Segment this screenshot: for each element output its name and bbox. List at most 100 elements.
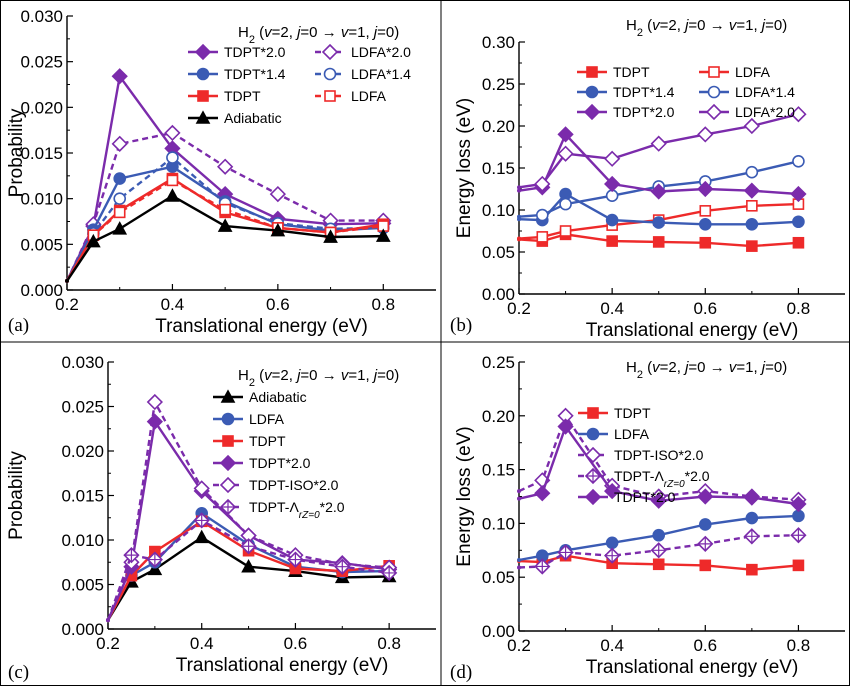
series-tdpt-rz-0-2-0 [517, 527, 807, 575]
legend-marker [323, 67, 337, 81]
legend-label: TDPT*1.4 [224, 66, 286, 82]
data-point [194, 529, 210, 544]
y-tick-label: 0.25 [482, 353, 515, 372]
data-point [219, 203, 231, 216]
x-tick-label: 0.8 [371, 295, 395, 314]
data-point [193, 480, 210, 497]
y-axis-label: Probability [6, 108, 27, 197]
legend-marker [585, 85, 599, 99]
y-tick-label: 0.010 [20, 190, 63, 209]
legend-label: TDPT*2.0 [613, 104, 675, 120]
data-point [557, 418, 574, 435]
series-line [65, 156, 384, 282]
panel-title: H2 (v=2, j=0 → v=1, j=0) [626, 17, 787, 39]
legend: TDPT*2.0 LDFA*2.0 TDPT*1.4 LDFA*1.4 TDPT LDFA… [188, 43, 411, 126]
series-line [518, 413, 799, 501]
series-line [65, 73, 384, 282]
x-tick-label: 0.4 [600, 636, 624, 655]
series-tdpt-2-0 [517, 418, 807, 513]
data-point [604, 175, 621, 193]
x-tick-label: 0.2 [507, 636, 531, 655]
x-axis-label: Translational energy (eV) [155, 316, 368, 337]
legend-marker [219, 454, 237, 472]
y-tick-label: 0.000 [20, 281, 63, 300]
legend-label: TDPT [224, 88, 261, 104]
data-point [559, 197, 572, 211]
legend-marker [708, 66, 720, 78]
legend-marker [221, 412, 235, 426]
legend: TDPT LDFA TDPT-ISO*2.0 TDPT-ΛrZ=0*2.0TDPT*2… [578, 405, 710, 506]
legend-marker [586, 66, 598, 78]
series-tdpt-rz-0-2-0 [106, 512, 398, 623]
y-axis-label: Probability [6, 451, 27, 540]
legend-label: TDPT-ISO*2.0 [614, 447, 704, 463]
data-point [699, 205, 712, 217]
legend-label: TDPT*2.0 [614, 489, 676, 505]
x-tick-label: 0.8 [377, 634, 401, 653]
data-point [605, 536, 619, 550]
data-point [745, 217, 759, 231]
legend-marker [584, 488, 602, 506]
data-point [743, 489, 760, 506]
legend-marker-cross [221, 500, 235, 514]
x-axis-label: Translational energy (eV) [176, 655, 389, 676]
y-tick-label: 0.030 [20, 7, 63, 26]
data-point [697, 126, 714, 143]
x-tick-label: 0.6 [266, 295, 290, 314]
x-tick-label: 0.4 [161, 295, 185, 314]
chart-panel-4: 0.00 0.05 0.10 0.15 0.20 0.25 0.2 0.4 0.6 0.8 Tran… [450, 353, 845, 683]
chart-panel-2: 0.00 0.05 0.10 0.15 0.20 0.25 0.30 0.2 0.4 0.6 0.8… [450, 17, 845, 341]
data-point [652, 558, 665, 571]
y-tick-label: 0.10 [482, 201, 515, 220]
data-point [604, 150, 621, 167]
data-point-cross [744, 529, 759, 544]
legend-label: Adiabatic [224, 110, 282, 126]
legend-label: TDPT [249, 433, 286, 449]
legend-label: TDPT*1.4 [613, 84, 675, 100]
data-point-cross [535, 559, 550, 574]
data-point [743, 182, 760, 199]
data-point [86, 233, 101, 248]
y-tick-label: 0.20 [482, 407, 515, 426]
legend-marker [195, 110, 211, 124]
y-tick-label: 0.025 [61, 398, 104, 417]
panel-title: H2 (v=2, j=0 → v=1, j=0) [238, 367, 399, 389]
data-point [650, 135, 667, 152]
data-point-cross [382, 565, 397, 580]
data-point-cross [651, 543, 666, 558]
data-point [146, 413, 163, 430]
legend-label: TDPT-ΛrZ=0*2.0 [249, 499, 345, 521]
y-tick-label: 0.030 [61, 353, 104, 372]
y-axis-label: Energy loss (eV) [454, 98, 475, 238]
panel-title: H2 (v=2, j=0 → v=1, j=0) [626, 359, 787, 381]
data-point [517, 214, 521, 219]
legend-marker [707, 85, 721, 99]
y-tick-label: 0.010 [61, 531, 104, 550]
data-point [111, 135, 128, 152]
data-point [699, 236, 712, 249]
data-point [517, 188, 521, 193]
data-point [517, 185, 521, 190]
legend-marker [196, 67, 210, 81]
panel-title: H2 (v=2, j=0 → v=1, j=0) [238, 24, 399, 46]
y-tick-label: 0.00 [482, 622, 515, 641]
legend-marker [586, 427, 600, 441]
data-point [269, 185, 286, 203]
legend-label: LDFA*2.0 [351, 44, 411, 60]
y-tick-label: 0.15 [482, 159, 515, 178]
data-point [165, 188, 180, 202]
y-tick-label: 0.005 [20, 235, 63, 254]
data-point [652, 216, 666, 229]
data-point [535, 208, 549, 222]
y-tick-label: 0.000 [61, 620, 104, 639]
data-point [650, 492, 667, 509]
x-tick-label: 0.6 [693, 299, 717, 318]
data-point [113, 192, 127, 205]
data-point [217, 158, 234, 175]
legend-marker [321, 43, 339, 61]
series-line [106, 418, 390, 621]
legend-label: TDPT*2.0 [249, 455, 311, 471]
data-point [604, 482, 621, 500]
data-point [112, 221, 128, 235]
